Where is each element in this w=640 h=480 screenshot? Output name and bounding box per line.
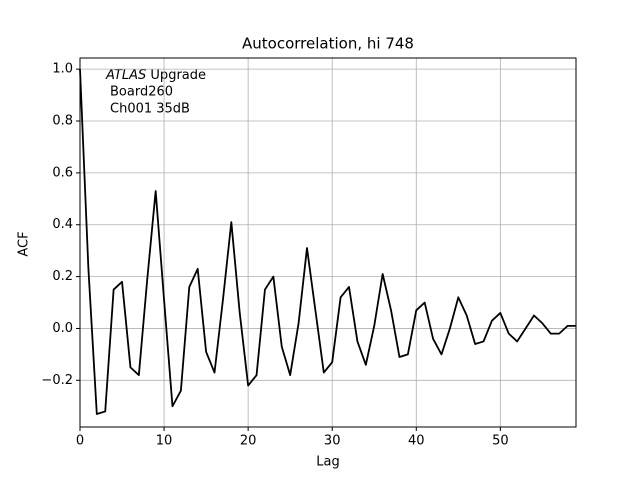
x-tick-label: 10 [156,434,173,449]
annotation: ATLAS Upgrade [105,68,206,83]
annotation: Board260 [110,85,173,100]
x-tick-label: 0 [76,434,84,449]
y-tick-label: 0.4 [52,217,73,232]
y-tick-label: 0.0 [52,321,73,336]
annotation: Ch001 35dB [110,102,190,117]
y-tick-label: 0.6 [52,165,73,180]
y-tick-label: 0.2 [52,269,73,284]
data-line [79,69,576,415]
y-tick-label: −0.2 [41,373,73,388]
y-tick-label: 0.8 [52,114,73,129]
annotation-text: Upgrade [150,68,206,83]
x-tick-label: 50 [492,434,509,449]
x-tick-label: 40 [408,434,425,449]
annotation-italic: ATLAS [105,68,146,83]
x-tick-label: 30 [324,434,341,449]
y-tick-label: 1.0 [52,62,73,77]
y-axis-label: ACF [17,231,32,256]
x-tick-label: 20 [240,434,257,449]
chart-title: Autocorrelation, hi 748 [242,35,414,53]
plot-frame [79,57,577,428]
x-axis-label: Lag [316,455,339,470]
